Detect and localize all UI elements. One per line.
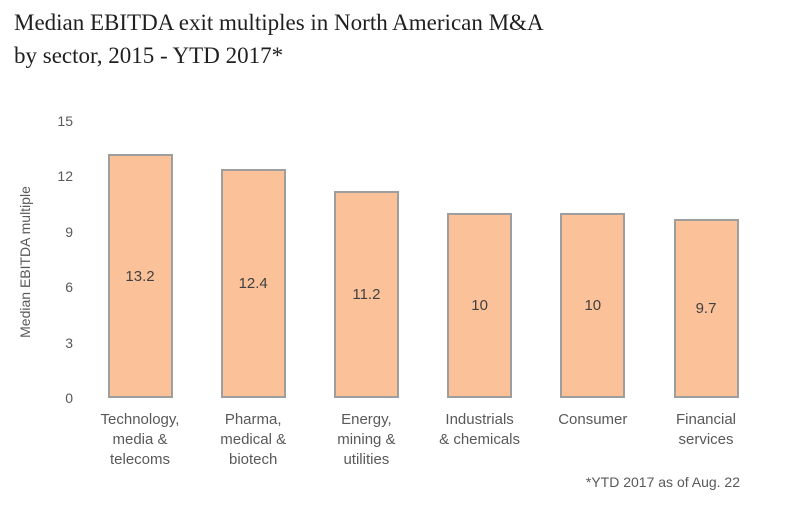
chart-title-line1: Median EBITDA exit multiples in North Am… bbox=[14, 10, 544, 35]
bar: 9.7 bbox=[673, 219, 739, 398]
x-category-label-line: utilities bbox=[343, 451, 390, 468]
bar: 12.4 bbox=[220, 169, 286, 398]
x-category-label-line: media & bbox=[112, 431, 168, 448]
x-category-label-line: & chemicals bbox=[439, 431, 521, 448]
x-category-label-line: Technology, bbox=[100, 411, 180, 428]
bar-value-label: 10 bbox=[584, 297, 602, 314]
bar: 11.2 bbox=[333, 191, 399, 398]
y-tick-label: 12 bbox=[57, 168, 73, 184]
x-category-label-line: Energy, bbox=[341, 411, 392, 428]
x-category-label-line: biotech bbox=[229, 451, 278, 468]
bar-value-label: 12.4 bbox=[238, 275, 268, 292]
y-tick-label: 3 bbox=[65, 334, 73, 351]
x-category-label: Consumer bbox=[528, 410, 658, 430]
x-category-label: Financial services bbox=[641, 410, 771, 450]
chart-title-line2: by sector, 2015 - YTD 2017* bbox=[14, 43, 284, 68]
x-category-label: Energy, mining & utilities bbox=[301, 410, 431, 470]
x-category-label-line: Financial bbox=[675, 411, 737, 428]
x-category-label: Pharma, medical & biotech bbox=[188, 410, 318, 470]
x-category-label: Technology, media & telecoms bbox=[75, 410, 205, 470]
y-tick-label: 15 bbox=[57, 112, 73, 129]
bar: 10 bbox=[447, 213, 513, 398]
x-category-label-line: Industrials bbox=[445, 411, 514, 428]
bar-value-label: 13.2 bbox=[125, 267, 155, 285]
bar: 13.2 bbox=[107, 154, 173, 398]
bar: 10 bbox=[560, 213, 626, 398]
y-tick-label: 6 bbox=[65, 279, 73, 295]
footnote: *YTD 2017 as of Aug. 22 bbox=[585, 474, 740, 490]
bar-value-label: 11.2 bbox=[352, 286, 381, 303]
x-category-label-line: services bbox=[678, 431, 734, 448]
x-category-label-line: medical & bbox=[220, 431, 287, 448]
bar-value-label: 9.7 bbox=[695, 300, 717, 317]
chart-title: Median EBITDA exit multiples in North Am… bbox=[14, 6, 544, 72]
x-category-label-line: Pharma, bbox=[224, 411, 282, 428]
x-category-label-line: telecoms bbox=[109, 451, 171, 468]
bar-value-label: 10 bbox=[471, 297, 488, 314]
x-category-label-line: mining & bbox=[337, 431, 396, 448]
x-category-label: Industrials & chemicals bbox=[415, 410, 545, 450]
y-tick-label: 0 bbox=[65, 390, 73, 406]
y-tick-label: 9 bbox=[65, 223, 73, 240]
x-category-label-line: Consumer bbox=[558, 411, 628, 428]
